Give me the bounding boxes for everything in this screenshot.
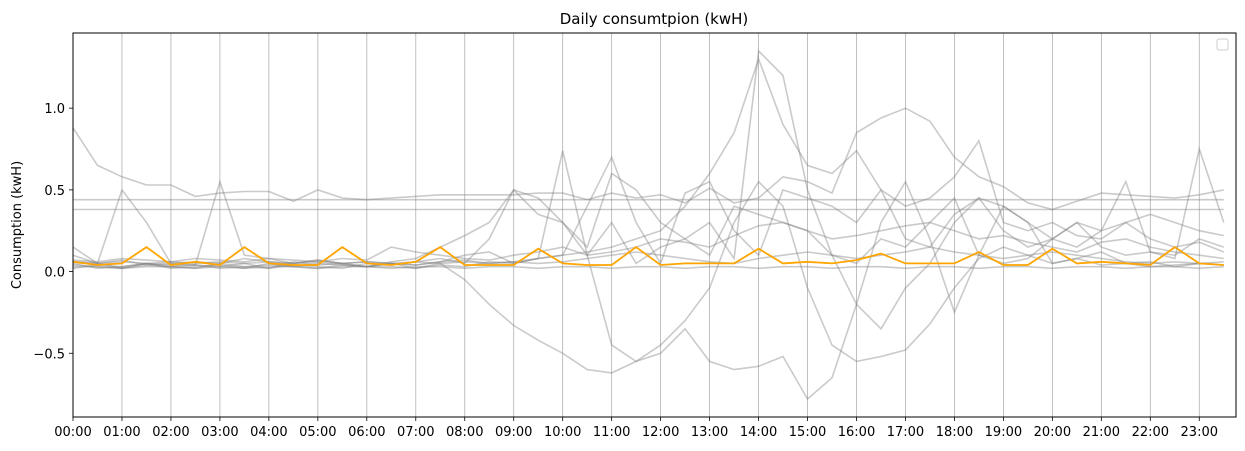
x-tick-label: 18:00 [936,425,973,440]
x-tick-label: 09:00 [495,425,532,440]
background-series-line [72,146,1225,270]
legend-box [1216,38,1229,51]
background-series-line [72,155,1225,270]
y-axis: −0.5 0.0 0.5 1.0 [33,102,73,362]
x-tick-label: 01:00 [103,425,140,440]
x-tick-label: 04:00 [250,425,287,440]
y-tick-label: −0.5 [33,347,65,362]
highlight-series-line [72,245,1224,266]
background-series-line [73,265,1224,270]
x-tick-label: 03:00 [201,425,238,440]
background-series-line [72,180,1224,374]
x-tick-label: 15:00 [789,425,826,440]
x-tick-label: 20:00 [1034,425,1071,440]
x-tick-label: 22:00 [1132,425,1169,440]
x-tick-label: 17:00 [887,425,924,440]
x-tick-label: 13:00 [691,425,728,440]
x-tick-label: 12:00 [642,425,679,440]
x-tick-label: 23:00 [1181,425,1218,440]
x-tick-label: 10:00 [544,425,581,440]
chart-title: Daily consumtpion (kwH) [560,10,749,28]
x-tick-label: 02:00 [152,425,189,440]
x-tick-label: 05:00 [299,425,336,440]
x-tick-label: 14:00 [740,425,777,440]
background-series-line [72,56,1224,266]
x-tick-label: 11:00 [593,425,630,440]
background-series-line [72,49,1225,331]
x-tick-label: 00:00 [54,425,91,440]
grid [121,33,1200,417]
y-tick-label: 0.5 [44,184,65,199]
y-tick-label: 1.0 [44,102,65,117]
plot-frame [72,32,1237,418]
y-tick-label: 0.0 [44,266,65,281]
x-tick-label: 08:00 [446,425,483,440]
x-tick-label: 16:00 [838,425,875,440]
background-series-group [72,49,1225,401]
y-axis-label: Consumption (kwH) [10,161,25,289]
x-tick-label: 21:00 [1083,425,1120,440]
background-series-line [72,179,1224,401]
x-axis: 00:00 01:00 02:00 03:00 04:00 05:00 06:00 07:00… [54,417,1218,440]
x-tick-label: 06:00 [348,425,385,440]
background-series-line [72,246,1224,265]
background-series-line [72,221,1224,263]
x-tick-label: 19:00 [985,425,1022,440]
background-series-line [72,107,1224,211]
highlight-series-group [72,245,1224,266]
x-tick-label: 07:00 [397,425,434,440]
